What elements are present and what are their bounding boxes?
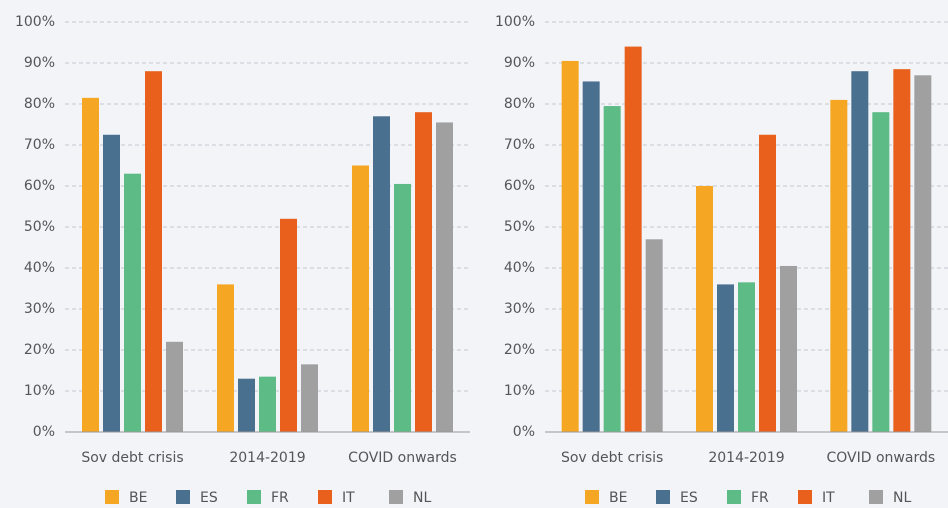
legend-swatch xyxy=(727,490,741,504)
legend-label: ES xyxy=(680,490,698,506)
y-tick-label: 30% xyxy=(24,301,55,317)
y-tick-label: 0% xyxy=(33,424,55,440)
legend-label: IT xyxy=(822,490,835,506)
y-tick-label: 70% xyxy=(24,137,55,153)
bar xyxy=(280,218,297,432)
legend-swatch xyxy=(798,490,812,504)
legend-swatch xyxy=(585,490,599,504)
legend-swatch xyxy=(318,490,332,504)
bar xyxy=(124,173,141,432)
bar xyxy=(759,134,776,432)
bar xyxy=(436,122,453,432)
bar xyxy=(645,239,663,432)
bar xyxy=(145,71,162,432)
y-tick-label: 40% xyxy=(24,260,55,276)
bar xyxy=(301,364,318,432)
bar xyxy=(717,284,734,432)
x-tick-label: 2014-2019 xyxy=(229,450,305,466)
bar xyxy=(893,69,911,433)
y-tick-label: 70% xyxy=(504,137,535,153)
legend-swatch xyxy=(247,490,261,504)
y-tick-label: 10% xyxy=(24,383,55,399)
bar xyxy=(166,341,183,432)
x-tick-label: COVID onwards xyxy=(348,450,457,466)
bar xyxy=(914,75,932,433)
bar xyxy=(696,186,713,432)
x-tick-label: Sov debt crisis xyxy=(81,450,183,466)
y-tick-label: 0% xyxy=(513,424,535,440)
legend-label: BE xyxy=(609,490,627,506)
legend-swatch xyxy=(105,490,119,504)
bar xyxy=(603,106,621,433)
bar xyxy=(582,81,600,432)
legend-label: NL xyxy=(893,490,911,506)
y-tick-label: 20% xyxy=(504,342,535,358)
x-tick-label: COVID onwards xyxy=(827,450,936,466)
y-tick-label: 90% xyxy=(24,55,55,71)
legend-swatch xyxy=(869,490,883,504)
legend-swatch xyxy=(176,490,190,504)
bar xyxy=(352,165,369,432)
y-tick-label: 30% xyxy=(504,301,535,317)
y-tick-label: 50% xyxy=(24,219,55,235)
legend-label: IT xyxy=(342,490,355,506)
bar xyxy=(830,99,848,433)
y-tick-label: 50% xyxy=(504,219,535,235)
bar xyxy=(624,46,642,432)
legend-swatch xyxy=(389,490,403,504)
y-tick-label: 60% xyxy=(24,178,55,194)
legend-label: ES xyxy=(200,490,218,506)
y-tick-label: 20% xyxy=(24,342,55,358)
bar xyxy=(738,282,755,432)
y-tick-label: 100% xyxy=(15,14,55,30)
bar xyxy=(217,284,234,432)
legend-label: FR xyxy=(751,490,769,506)
y-tick-label: 40% xyxy=(504,260,535,276)
legend-label: BE xyxy=(129,490,147,506)
bar xyxy=(851,71,869,432)
bar xyxy=(82,97,99,432)
legend-label: FR xyxy=(271,490,289,506)
x-tick-label: 2014-2019 xyxy=(708,450,784,466)
y-tick-label: 60% xyxy=(504,178,535,194)
y-tick-label: 80% xyxy=(504,96,535,112)
y-tick-label: 100% xyxy=(495,14,535,30)
bar xyxy=(780,265,797,432)
bar xyxy=(394,183,411,432)
bar xyxy=(103,134,120,432)
bar xyxy=(415,112,432,432)
y-tick-label: 10% xyxy=(504,383,535,399)
legend-swatch xyxy=(656,490,670,504)
bar xyxy=(872,112,890,432)
x-tick-label: Sov debt crisis xyxy=(561,450,663,466)
bar xyxy=(373,116,390,433)
y-tick-label: 90% xyxy=(504,55,535,71)
bar xyxy=(259,376,276,432)
bar xyxy=(238,378,255,432)
legend-label: NL xyxy=(413,490,431,506)
bar xyxy=(561,60,579,432)
y-tick-label: 80% xyxy=(24,96,55,112)
